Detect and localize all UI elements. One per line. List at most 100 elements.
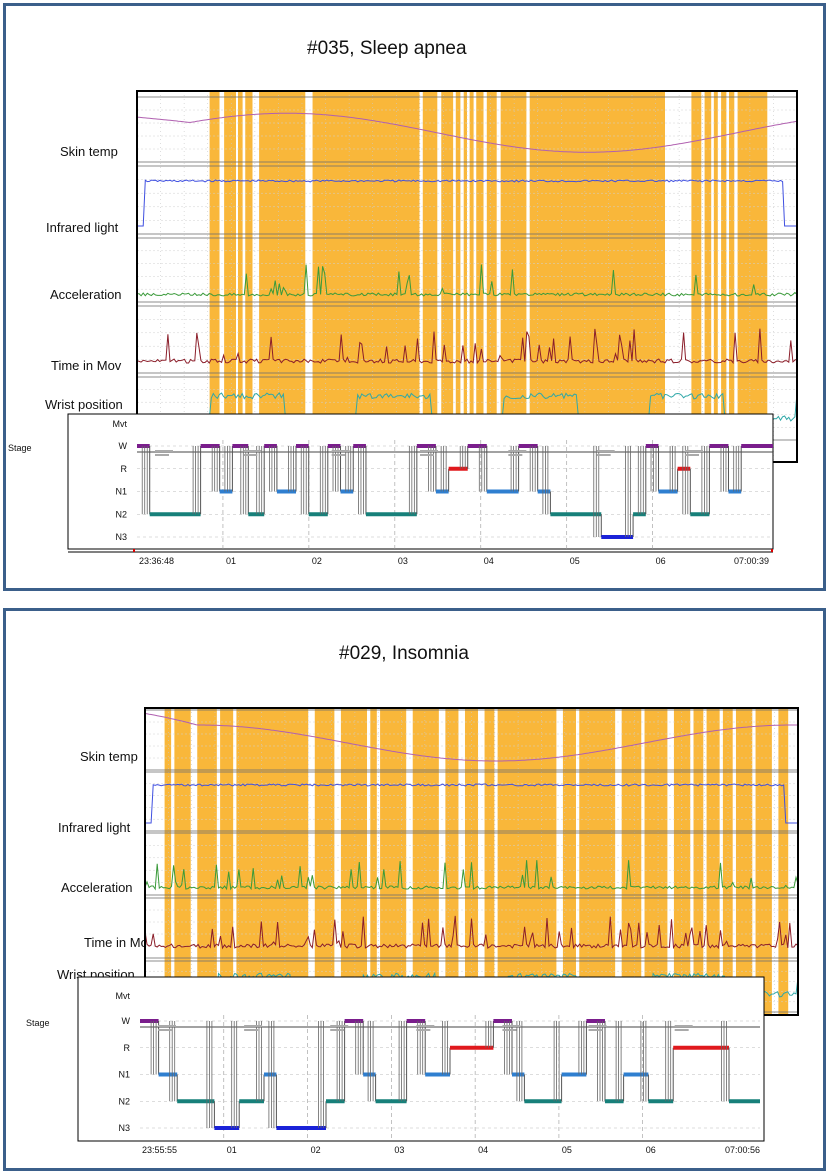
white-gap [732,708,736,1015]
white-gap [242,91,246,462]
hour-tick-label: 03 [398,556,408,566]
hour-tick-label: 06 [656,556,666,566]
tick-date-mark [508,454,523,456]
white-gap [458,708,465,1015]
orange-highlight [145,708,798,1015]
white-gap [145,708,165,1015]
white-gap [556,708,563,1015]
chart-group: Mvt W R N1 N2 N3 01 02 03 04 05 06 23:36:48 07:00:39 [67,90,798,566]
channel-label-infrared-light: Infrared light [58,820,131,835]
tick-date-mark [158,1025,176,1027]
white-gap [171,708,175,1015]
white-gap [788,708,798,1015]
white-gap [305,91,313,462]
tick-date-mark [596,450,615,452]
tick-date-mark [502,1025,521,1027]
white-gap [236,91,238,462]
stage-tick-label: R [124,1043,131,1053]
channel-label-wrist-position: Wrist position [45,397,123,412]
stage-tick-label: N3 [115,532,127,542]
channel-trace [136,328,798,365]
white-gap [575,708,580,1015]
channel-label-skin-temp: Skin temp [60,144,118,159]
start-time-label: 23:55:55 [142,1145,177,1155]
stage-tick-label: R [121,464,128,474]
white-gap [334,708,341,1015]
stage-tick-label: W [119,441,128,451]
channel-label-infrared-light: Infrared light [46,220,119,235]
tick-date-mark [685,454,699,456]
white-gap [467,91,470,462]
white-gap [615,708,622,1015]
white-gap [526,91,530,462]
white-gap [719,708,723,1015]
tick-date-mark [416,1029,431,1031]
hour-tick-label: 05 [562,1145,572,1155]
hour-tick-label: 04 [484,556,494,566]
hour-tick-label: 02 [312,556,322,566]
hour-tick-label: 02 [311,1145,321,1155]
channel-label-acceleration: Acceleration [50,287,122,302]
white-gap [190,708,198,1015]
white-gap [641,708,645,1015]
tick-date-mark [243,450,262,452]
channel-trace [145,783,798,824]
end-time-label: 07:00:39 [734,556,769,566]
white-gap [233,708,237,1015]
stage-tick-label: Mvt [113,419,128,429]
white-gap [752,708,756,1015]
hour-tick-label: 01 [227,1145,237,1155]
chart-title: #029, Insomnia [339,643,469,664]
tick-date-mark [244,1029,259,1031]
white-gap [216,708,221,1015]
channel-trace [144,860,799,891]
stage-tick-label: Mvt [116,991,131,1001]
tick-date-mark [155,450,173,452]
hypnogram-frame [77,976,765,1142]
channel-trace [144,915,799,950]
white-gap [703,708,707,1015]
tick-date-mark [244,1025,263,1027]
white-gap [494,708,498,1015]
stage-tick-label: N3 [118,1123,130,1133]
white-gap [367,708,371,1015]
hour-tick-label: 05 [570,556,580,566]
tick-date-mark [588,1025,607,1027]
white-gap [252,91,260,462]
hour-tick-label: 03 [394,1145,404,1155]
stage-tick-label: W [122,1016,131,1026]
hour-tick-label: 06 [646,1145,656,1155]
tick-date-mark [243,454,258,456]
tick-date-mark [596,454,611,456]
white-gap [690,708,694,1015]
white-gap [437,91,442,462]
stage-tick-label: N2 [118,1096,130,1106]
tick-date-mark [331,450,350,452]
tick-date-mark [674,1025,693,1027]
channel-label-time-in-mov: Time in Mov [51,358,122,373]
channel-trace [136,112,798,153]
tick-date-mark [420,454,434,456]
hypnogram-frame [67,413,774,550]
white-gap [667,708,674,1015]
tick-date-mark [155,454,169,456]
hour-tick-label: 04 [478,1145,488,1155]
tick-date-mark [158,1029,172,1031]
white-gap [308,708,315,1015]
stage-axis-label: Stage [26,1018,50,1028]
hour-tick-label: 01 [226,556,236,566]
channel-label-skin-temp: Skin temp [80,749,138,764]
tick-date-mark [502,1029,517,1031]
tick-date-mark [674,1029,689,1031]
white-gap [711,91,714,462]
white-gap [726,91,730,462]
channel-label-acceleration: Acceleration [61,880,133,895]
white-gap [376,708,381,1015]
tick-date-mark [508,450,527,452]
end-time-label: 07:00:56 [725,1145,760,1155]
start-time-label: 23:36:48 [139,556,174,566]
white-gap [734,91,738,462]
tick-date-mark [588,1029,603,1031]
chart-group: Mvt W R N1 N2 N3 01 02 03 04 05 06 23:55:55 07:00:56 [77,707,799,1155]
